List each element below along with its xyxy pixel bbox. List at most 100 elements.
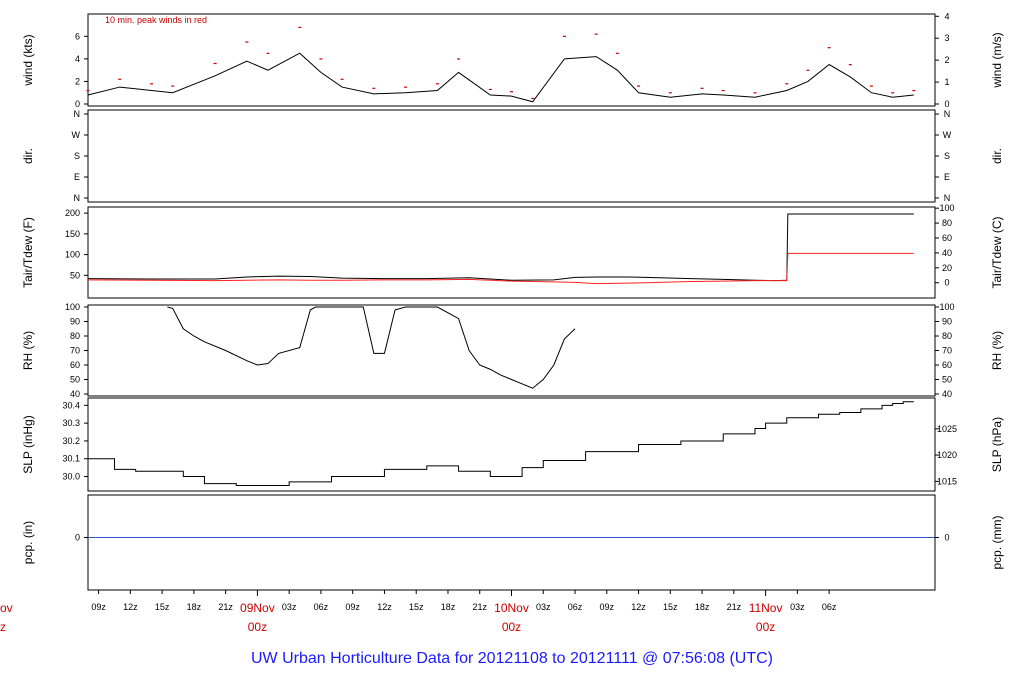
ylabel-right: SLP (hPa)	[990, 417, 1004, 472]
ytick-label-right: 70	[942, 346, 952, 356]
xtick-label: 18z	[441, 602, 456, 612]
day-label: 09Nov	[240, 601, 275, 615]
peak-wind-mark	[171, 85, 175, 87]
peak-wind-mark	[827, 47, 831, 49]
ytick-label-left: 0	[75, 99, 80, 109]
ytick-label-left: 40	[70, 389, 80, 399]
ytick-label-right: 20	[942, 263, 952, 273]
tdew-line	[87, 252, 914, 285]
peak-wind-mark	[488, 88, 492, 91]
ytick-label-right: 3	[944, 33, 949, 43]
ytick-label-left: S	[74, 151, 80, 161]
day-label-hour: 00z	[248, 620, 267, 634]
ylabel-right: RH (%)	[990, 331, 1004, 370]
panel-frame	[87, 494, 936, 591]
peak-wind-mark	[869, 85, 873, 87]
xtick-label: 06z	[314, 602, 329, 612]
peak-wind-mark	[753, 92, 757, 94]
peak-wind-mark	[150, 83, 154, 85]
ylabel-left: Tair/Tdew (F)	[21, 217, 35, 288]
xtick-label: 06z	[568, 602, 583, 612]
peak-wind-mark	[435, 83, 439, 85]
xtick-label: 09z	[600, 602, 615, 612]
ylabel-left: pcp. (in)	[21, 521, 35, 564]
ytick-label-left: N	[74, 109, 81, 119]
peak-wind-mark	[806, 69, 810, 71]
panel-frame	[87, 206, 936, 299]
panel-frame	[87, 397, 936, 492]
rh-line	[167, 306, 576, 389]
ytick-label-right: 60	[942, 360, 952, 370]
xtick-label: 09z	[91, 602, 106, 612]
ytick-label-left: 50	[70, 375, 80, 385]
ytick-label-right: S	[944, 151, 950, 161]
xtick-label: 09z	[345, 602, 360, 612]
ytick-label-right: 90	[942, 317, 952, 327]
peak-wind-mark	[785, 83, 789, 85]
xtick-label: 21z	[218, 602, 233, 612]
ylabel-right: wind (m/s)	[990, 32, 1004, 88]
ytick-label-left: 30.4	[62, 400, 80, 410]
peak-wind-annotation: 10 min. peak winds in red	[105, 15, 207, 25]
panel-dir: dir. dir. N N W W S S E E N N	[21, 109, 1004, 203]
ylabel-left: dir.	[21, 148, 35, 164]
wind-speed-line	[87, 52, 914, 103]
ytick-label-left: 0	[75, 533, 80, 543]
ytick-label-left: 4	[75, 54, 80, 64]
day-label-hour: 00z	[756, 620, 775, 634]
ytick-label-right: 100	[939, 203, 954, 213]
ytick-label-left: 30.1	[62, 454, 80, 464]
ytick-label-left: 150	[65, 229, 80, 239]
ytick-label-left: 100	[65, 302, 80, 312]
peak-wind-mark	[637, 85, 641, 87]
panel-pcp: pcp. (in) pcp. (mm) 0 0	[21, 494, 1004, 591]
panel-rh: RH (%) RH (%) 40 50 60 70 80 90 100 40 50 60 70 80 90 1…	[21, 302, 1004, 399]
ytick-label-left: N	[74, 193, 81, 203]
xtick-label: 18z	[695, 602, 710, 612]
peak-wind-mark	[594, 33, 598, 35]
ytick-label-right: W	[943, 130, 952, 140]
day-label: 10Nov	[494, 601, 529, 615]
xtick-label: 12z	[123, 602, 138, 612]
ytick-label-right: E	[944, 172, 950, 182]
peak-wind-mark	[848, 64, 852, 66]
ytick-label-left: 200	[65, 208, 80, 218]
xtick-label: 15z	[155, 602, 170, 612]
slp-line	[88, 401, 914, 486]
xtick-label: 21z	[727, 602, 742, 612]
peak-wind-mark	[118, 78, 122, 80]
ylabel-right: dir.	[990, 148, 1004, 164]
ytick-label-right: N	[944, 109, 951, 119]
ytick-label-left: 50	[70, 270, 80, 280]
panel-frame	[87, 109, 936, 203]
panel-temp: Tair/Tdew (F) Tair/Tdew (C) 50 100 150 200 0 20…	[21, 203, 1004, 299]
ytick-label-left: 6	[75, 31, 80, 41]
ytick-label-left: 30.3	[62, 418, 80, 428]
ytick-label-right: 50	[942, 375, 952, 385]
peak-wind-mark	[912, 89, 916, 92]
xtick-label: 15z	[663, 602, 678, 612]
ytick-label-left: E	[74, 172, 80, 182]
ylabel-right: Tair/Tdew (C)	[990, 216, 1004, 288]
ytick-label-right: 40	[942, 389, 952, 399]
ytick-label-left: 80	[70, 331, 80, 341]
peak-wind-mark	[700, 87, 704, 89]
xtick-label: 06z	[822, 602, 837, 612]
xtick-label: 21z	[472, 602, 487, 612]
ylabel-left: SLP (inHg)	[21, 415, 35, 473]
ytick-label-right: 100	[939, 302, 954, 312]
peak-wind-mark	[298, 26, 302, 28]
ytick-label-left: 30.2	[62, 436, 80, 446]
xtick-label: 03z	[282, 602, 297, 612]
ytick-label-left: 90	[70, 317, 80, 327]
ytick-label-right: 1025	[937, 424, 957, 434]
xtick-label: 15z	[409, 602, 424, 612]
ytick-label-right: 60	[942, 233, 952, 243]
ytick-label-left: 30.0	[62, 472, 80, 482]
peak-wind-mark	[668, 92, 672, 94]
xtick-label: 12z	[631, 602, 646, 612]
peak-wind-mark	[562, 35, 566, 38]
ytick-label-left: 100	[65, 250, 80, 260]
